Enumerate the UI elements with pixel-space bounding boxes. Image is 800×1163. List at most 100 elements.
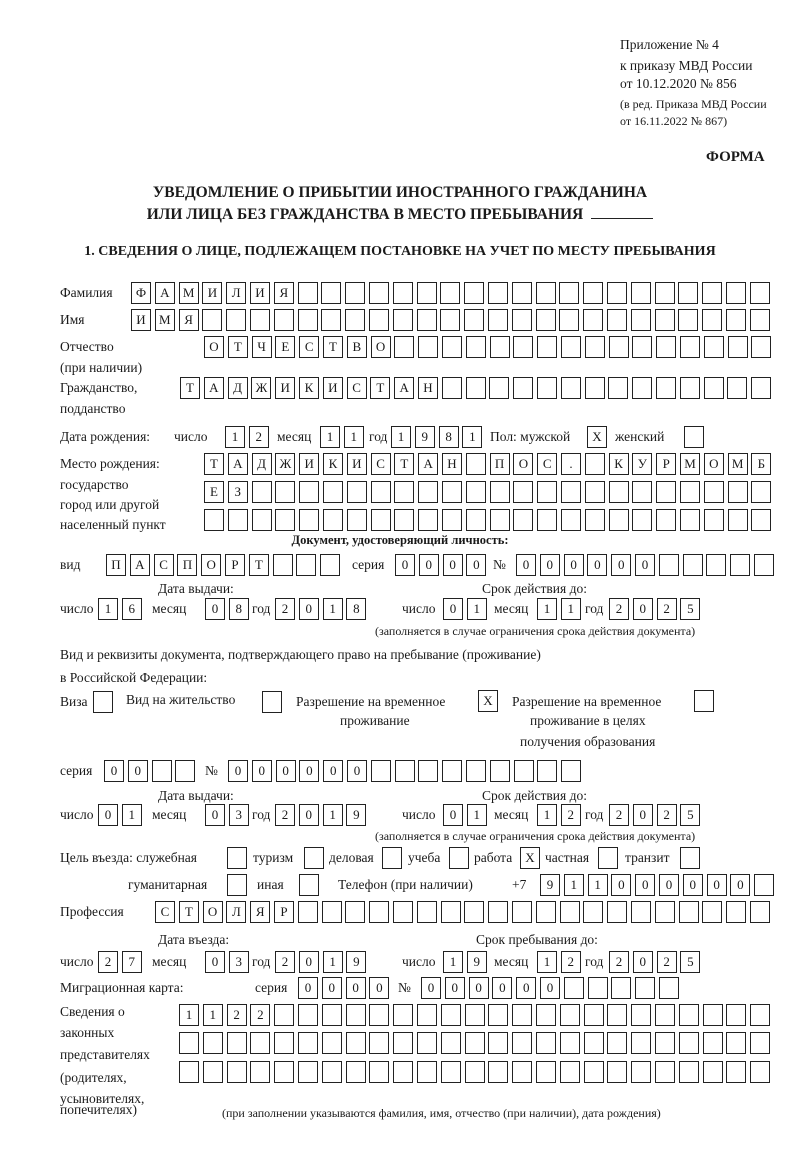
form-cell[interactable]: О	[202, 901, 223, 923]
form-cell[interactable]: М	[727, 453, 748, 475]
form-cell[interactable]	[274, 1004, 295, 1026]
form-cell[interactable]: Ж	[275, 453, 296, 475]
form-cell[interactable]	[656, 336, 677, 358]
form-cell[interactable]: Т	[323, 336, 343, 358]
form-cell[interactable]: 1	[537, 951, 557, 973]
form-cell[interactable]	[679, 377, 700, 399]
form-cell[interactable]	[321, 1004, 342, 1026]
form-cell[interactable]	[632, 336, 653, 358]
form-cell[interactable]: 2	[275, 598, 295, 620]
form-cell[interactable]	[442, 336, 462, 358]
form-cell[interactable]: Е	[204, 481, 224, 503]
form-cell[interactable]	[464, 1032, 485, 1054]
form-cell[interactable]: М	[154, 309, 175, 331]
form-cell[interactable]	[537, 336, 558, 358]
form-cell[interactable]	[678, 1032, 699, 1054]
form-cell[interactable]: А	[203, 377, 224, 399]
form-cell[interactable]: 0	[228, 760, 248, 782]
form-cell[interactable]: Р	[274, 901, 294, 923]
form-cell[interactable]	[298, 1004, 318, 1026]
form-cell[interactable]: 0	[443, 804, 463, 826]
form-cell[interactable]	[535, 309, 556, 331]
form-cell[interactable]	[726, 1032, 747, 1054]
residence-permit-checkbox[interactable]	[262, 691, 286, 713]
form-cell[interactable]	[749, 309, 770, 331]
form-cell[interactable]: И	[299, 453, 320, 475]
form-cell[interactable]	[418, 481, 439, 503]
form-cell[interactable]	[659, 977, 679, 999]
form-cell[interactable]: 0	[205, 804, 225, 826]
form-cell[interactable]	[321, 282, 342, 304]
purpose-official-checkbox[interactable]	[227, 847, 251, 869]
form-cell[interactable]	[535, 901, 556, 923]
form-cell[interactable]	[273, 309, 294, 331]
form-cell[interactable]	[299, 509, 320, 531]
form-cell[interactable]	[608, 336, 629, 358]
form-cell[interactable]	[369, 282, 389, 304]
form-cell[interactable]	[678, 1061, 699, 1083]
form-cell[interactable]	[583, 282, 604, 304]
form-cell[interactable]	[464, 1004, 485, 1026]
form-cell[interactable]	[226, 1032, 247, 1054]
form-cell[interactable]	[607, 901, 628, 923]
form-cell[interactable]	[513, 509, 534, 531]
form-cell[interactable]	[512, 901, 532, 923]
form-cell[interactable]	[655, 1032, 675, 1054]
form-cell[interactable]: X	[478, 690, 498, 712]
form-cell[interactable]: С	[346, 377, 367, 399]
form-cell[interactable]	[680, 336, 700, 358]
form-cell[interactable]: 5	[680, 598, 701, 620]
form-cell[interactable]	[678, 1004, 699, 1026]
form-cell[interactable]	[202, 1032, 223, 1054]
form-cell[interactable]	[535, 282, 556, 304]
form-cell[interactable]	[608, 481, 629, 503]
form-cell[interactable]	[584, 481, 605, 503]
form-cell[interactable]: 1	[202, 1004, 223, 1026]
form-cell[interactable]	[298, 1061, 318, 1083]
form-cell[interactable]	[727, 509, 748, 531]
form-cell[interactable]: 0	[298, 951, 319, 973]
form-cell[interactable]	[583, 901, 604, 923]
form-cell[interactable]	[464, 901, 485, 923]
form-cell[interactable]	[227, 509, 248, 531]
form-cell[interactable]	[513, 336, 534, 358]
form-cell[interactable]: 1	[537, 598, 557, 620]
temp-edu-checkbox[interactable]	[694, 690, 718, 712]
form-cell[interactable]: 0	[632, 804, 653, 826]
form-cell[interactable]: 0	[205, 598, 225, 620]
form-cell[interactable]: 0	[635, 554, 655, 576]
form-cell[interactable]	[584, 336, 605, 358]
form-cell[interactable]	[584, 453, 605, 475]
form-cell[interactable]	[583, 1004, 604, 1026]
form-cell[interactable]	[706, 554, 727, 576]
form-cell[interactable]	[632, 481, 653, 503]
form-cell[interactable]	[561, 509, 581, 531]
form-cell[interactable]: 8	[228, 598, 249, 620]
form-cell[interactable]: 1	[322, 804, 343, 826]
form-cell[interactable]: К	[299, 377, 319, 399]
form-cell[interactable]: 1	[343, 426, 364, 448]
form-cell[interactable]	[202, 1061, 223, 1083]
form-cell[interactable]	[726, 1004, 747, 1026]
form-cell[interactable]	[369, 1061, 390, 1083]
form-cell[interactable]	[417, 1004, 437, 1026]
form-cell[interactable]	[394, 481, 415, 503]
form-cell[interactable]	[750, 1004, 771, 1026]
form-cell[interactable]	[631, 1061, 652, 1083]
form-cell[interactable]	[726, 1061, 747, 1083]
form-cell[interactable]	[703, 377, 724, 399]
form-cell[interactable]	[655, 1061, 675, 1083]
form-cell[interactable]	[678, 309, 699, 331]
